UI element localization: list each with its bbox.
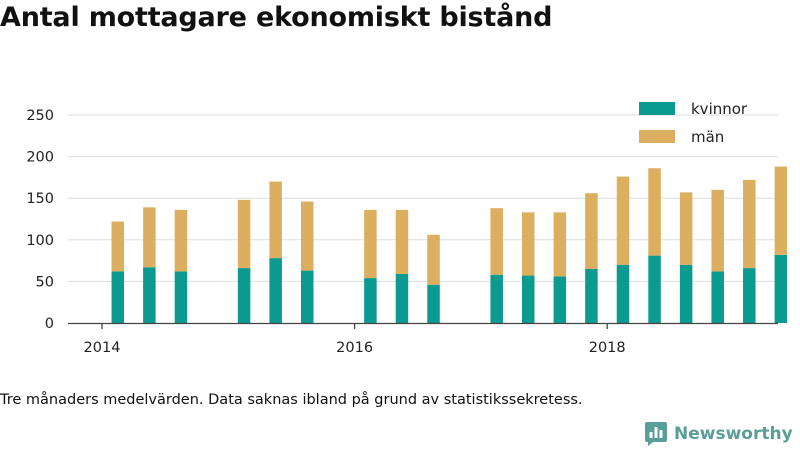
stacked-bar-chart: 050100150200250201420162018202020222024 … xyxy=(26,100,788,356)
bar-kvinnor-2015-07 xyxy=(300,270,314,323)
y-tick-label-50: 50 xyxy=(36,274,54,290)
y-tick-label-250: 250 xyxy=(26,108,54,124)
bar-män-2018-01 xyxy=(616,176,630,265)
bar-kvinnor-2017-10 xyxy=(585,268,598,323)
bar-män-2017-04 xyxy=(522,212,535,276)
y-tick-label-100: 100 xyxy=(26,233,54,249)
bar-kvinnor-2019-01 xyxy=(743,268,756,323)
y-tick-label-0: 0 xyxy=(45,316,54,332)
bar-män-2015-04 xyxy=(269,181,282,259)
bar-män-2016-01 xyxy=(364,209,377,279)
x-tick-label-2018: 2018 xyxy=(589,340,626,356)
bar-kvinnor-2016-01 xyxy=(364,278,377,323)
bar-kvinnor-2016-04 xyxy=(395,273,409,323)
bar-män-2015-07 xyxy=(300,201,314,271)
bar-män-2016-07 xyxy=(427,234,440,285)
bar-män-2014-04 xyxy=(143,207,156,268)
bar-män-2017-07 xyxy=(553,212,567,277)
legend-label-kvinnor: kvinnor xyxy=(691,100,748,118)
axes: 050100150200250201420162018202020222024 xyxy=(26,108,778,356)
bar-män-2016-04 xyxy=(395,209,409,274)
bar-kvinnor-2014-04 xyxy=(143,267,156,323)
legend-swatch-kvinnor xyxy=(639,102,675,115)
chart-title: Antal mottagare ekonomiskt bistånd xyxy=(0,2,553,33)
bar-kvinnor-2018-04 xyxy=(648,255,661,323)
bar-kvinnor-2015-01 xyxy=(237,268,251,323)
bar-män-2019-01 xyxy=(743,179,756,269)
bar-kvinnor-2018-10 xyxy=(711,271,724,323)
bar-kvinnor-2018-01 xyxy=(616,264,630,323)
bar-kvinnor-2017-07 xyxy=(553,276,567,323)
x-tick-label-2014: 2014 xyxy=(84,340,121,356)
bar-män-2018-10 xyxy=(711,189,724,272)
legend-label-män: män xyxy=(691,128,724,146)
bar-kvinnor-2017-04 xyxy=(522,275,535,323)
legend: kvinnor män xyxy=(639,100,748,146)
bar-kvinnor-2014-01 xyxy=(111,271,125,323)
bar-män-2017-10 xyxy=(585,193,598,269)
bar-män-2018-04 xyxy=(648,168,661,256)
bar-kvinnor-2018-07 xyxy=(679,264,693,323)
bar-män-2014-07 xyxy=(174,209,188,272)
y-tick-label-200: 200 xyxy=(26,150,54,166)
bar-män-2017-01 xyxy=(490,208,503,275)
bar-kvinnor-2015-04 xyxy=(269,258,282,323)
bar-kvinnor-2019-04 xyxy=(774,254,788,323)
x-tick-label-2016: 2016 xyxy=(336,340,373,356)
newsworthy-logo-text: Newsworthy xyxy=(674,424,793,444)
bar-män-2015-01 xyxy=(237,199,251,269)
bar-kvinnor-2017-01 xyxy=(490,274,503,323)
bar-män-2014-01 xyxy=(111,221,125,272)
bar-kvinnor-2014-07 xyxy=(174,271,188,323)
bar-män-2019-04 xyxy=(774,166,788,255)
bars xyxy=(111,166,788,323)
footnote: Tre månaders medelvärden. Data saknas ib… xyxy=(0,392,583,408)
legend-swatch-män xyxy=(639,130,675,143)
newsworthy-logo: Newsworthy xyxy=(644,419,793,449)
bar-män-2018-07 xyxy=(679,192,693,265)
newsworthy-logo-icon xyxy=(645,422,667,446)
y-tick-label-150: 150 xyxy=(26,191,54,207)
bar-kvinnor-2016-07 xyxy=(427,284,440,323)
